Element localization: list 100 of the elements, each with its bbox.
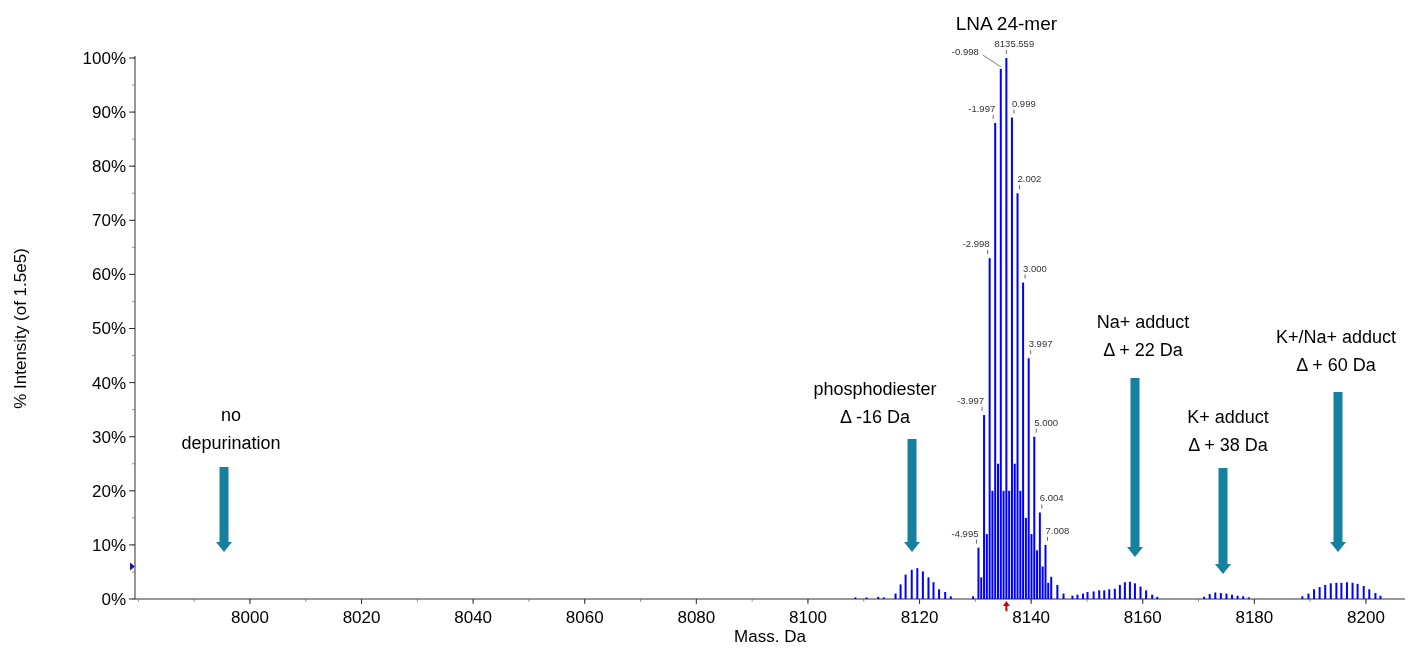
bar <box>877 596 880 599</box>
bar <box>1203 596 1206 599</box>
bar <box>1351 582 1354 599</box>
bar <box>977 547 980 599</box>
bar <box>1050 576 1053 599</box>
chart-title: LNA 24-mer <box>955 13 1058 34</box>
bar <box>1033 436 1036 599</box>
bar <box>1301 596 1304 599</box>
bar <box>1145 590 1148 599</box>
annotation: -1.997 <box>968 102 996 114</box>
annotation: K+/Na+ adduct Δ + 60 Da <box>1275 327 1397 375</box>
y-axis-title: % Intensity (of 1.5e5) <box>11 248 30 409</box>
annotation: K+ adduct Δ + 38 Da <box>1187 407 1269 455</box>
annotation: 0.999 <box>1011 97 1036 109</box>
annotation: 3.997 <box>1028 338 1053 350</box>
bar <box>1010 117 1013 599</box>
bar <box>1374 593 1377 599</box>
bar <box>1118 584 1121 599</box>
bar <box>1113 588 1116 599</box>
y-tick-label: 50% <box>91 319 126 339</box>
annotation: 8135.559 <box>994 38 1035 49</box>
bar <box>944 591 947 599</box>
bar <box>921 571 924 599</box>
bar <box>1329 583 1332 599</box>
bar <box>1225 593 1228 599</box>
bar <box>1379 595 1382 599</box>
x-tick-label: 8080 <box>677 608 716 627</box>
bar <box>1027 358 1030 599</box>
bar <box>988 258 991 599</box>
x-tick-label: 8000 <box>231 608 269 627</box>
bar <box>1236 595 1239 599</box>
bar <box>1362 586 1365 599</box>
bar <box>904 574 907 599</box>
annotation: 2.002 <box>1017 173 1042 185</box>
bar <box>1307 593 1310 599</box>
bar <box>1219 593 1222 599</box>
bar <box>894 593 897 599</box>
bar <box>1128 581 1131 599</box>
bar <box>972 596 975 599</box>
bar <box>1062 593 1065 599</box>
y-tick-label: 90% <box>91 103 126 123</box>
bar <box>1108 589 1111 599</box>
y-tick-label: 70% <box>91 211 126 231</box>
annotation: -2.998 <box>962 238 990 250</box>
bar <box>1098 590 1101 599</box>
bar <box>938 589 941 599</box>
x-tick-label: 8020 <box>342 608 381 627</box>
x-tick-label: 8140 <box>1012 608 1051 627</box>
bar <box>1324 584 1327 599</box>
bar <box>1368 589 1371 599</box>
bar <box>1103 590 1106 599</box>
y-tick-label: 30% <box>91 427 126 447</box>
bar <box>983 415 986 599</box>
annotation: phosphodiester Δ -16 Da <box>813 379 937 427</box>
bar <box>1356 583 1359 599</box>
y-tick-label: 40% <box>91 373 126 393</box>
bar <box>916 568 919 599</box>
bar <box>949 596 952 599</box>
bar <box>1016 193 1019 599</box>
bar <box>1242 596 1245 599</box>
y-tick-label: 20% <box>91 481 126 501</box>
bar <box>1208 594 1211 599</box>
bar <box>1340 582 1343 599</box>
annotation: -3.997 <box>957 395 985 407</box>
bar <box>1086 591 1089 599</box>
bar <box>932 582 935 599</box>
x-axis-title: Mass. Da <box>734 627 807 646</box>
y-tick-label: 10% <box>91 535 126 555</box>
bar <box>1156 596 1159 599</box>
x-tick-label: 8200 <box>1347 608 1385 627</box>
annotation: 6.004 <box>1039 492 1064 504</box>
y-tick-label: 0% <box>101 589 126 609</box>
annotation: -4.995 <box>951 527 979 539</box>
bar <box>1123 582 1126 599</box>
bar <box>999 68 1002 599</box>
bar <box>1056 584 1059 599</box>
bar <box>1313 589 1316 599</box>
annotation: 7.008 <box>1045 524 1070 536</box>
bar <box>994 122 997 599</box>
bar <box>1082 593 1085 599</box>
annotation: 3.000 <box>1023 262 1047 274</box>
y-tick-label: 100% <box>82 48 126 68</box>
bar <box>910 569 913 599</box>
bar <box>899 584 902 599</box>
y-tick-label: 60% <box>91 265 126 285</box>
bar <box>927 577 930 599</box>
annotation: no depurination <box>181 405 281 453</box>
x-tick-label: 8180 <box>1235 608 1274 627</box>
x-tick-label: 8040 <box>454 608 493 627</box>
bar <box>1214 592 1217 599</box>
bar <box>1335 582 1338 599</box>
bar <box>1071 595 1074 599</box>
annotation: Na+ adduct Δ + 22 Da <box>1096 312 1190 360</box>
bar <box>1044 544 1047 599</box>
x-tick-label: 8120 <box>900 608 939 627</box>
bar <box>1133 583 1136 599</box>
bar <box>1318 587 1321 599</box>
annotation: 5.000 <box>1034 416 1059 428</box>
x-tick-label: 8060 <box>565 608 604 627</box>
bar <box>1139 586 1142 599</box>
